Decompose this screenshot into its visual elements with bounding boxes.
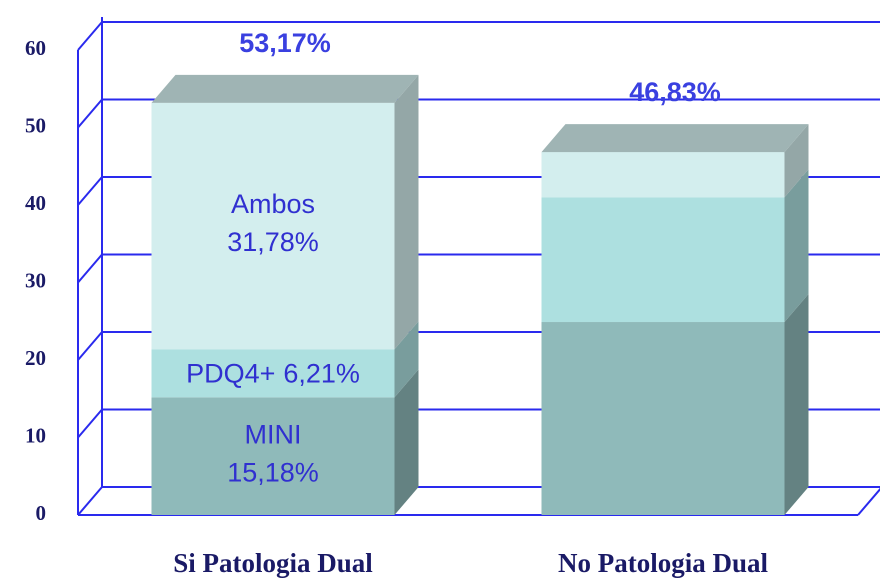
total-label: 46,83% <box>629 77 721 107</box>
bar-segment <box>541 322 785 515</box>
bar-segment <box>541 152 785 198</box>
bar-side <box>784 294 809 515</box>
y-tick-label: 10 <box>25 423 46 447</box>
x-tick-label: No Patologia Dual <box>558 548 769 578</box>
y-tick-label: 20 <box>25 346 46 370</box>
y-tick-label: 60 <box>25 36 46 60</box>
bar-segment <box>151 102 395 350</box>
value-label: 15,18% <box>227 457 319 487</box>
floor-edge <box>857 487 880 516</box>
y-tick-label: 50 <box>25 113 46 137</box>
value-label: 6,21% <box>283 358 360 388</box>
bar-side <box>394 74 419 350</box>
bar-side <box>784 124 809 198</box>
value-label: 31,78% <box>227 227 319 257</box>
bar-side <box>784 169 809 323</box>
y-tick-label: 0 <box>36 501 47 525</box>
bar-segment <box>151 397 395 515</box>
grid-line <box>77 21 103 51</box>
grid-line <box>77 486 103 516</box>
y-tick-label: 40 <box>25 191 46 215</box>
grid-line <box>77 253 103 284</box>
bar-segment <box>541 197 785 323</box>
bar-top <box>541 124 809 153</box>
series-name: PDQ4+ <box>186 358 275 388</box>
total-label: 53,17% <box>239 28 331 58</box>
bar-side <box>394 321 419 398</box>
y-tick-label: 30 <box>25 268 46 292</box>
segment-label: MINI <box>245 419 302 449</box>
segment-label: Ambos <box>231 189 315 219</box>
bar-side <box>394 369 419 515</box>
grid-line <box>77 408 103 439</box>
bar-segment <box>151 349 395 398</box>
segment-label: PDQ4+ 6,21% <box>186 358 360 388</box>
grid-line <box>77 331 103 361</box>
x-tick-label: Si Patologia Dual <box>173 548 373 578</box>
bar-top <box>151 74 419 103</box>
grid-line <box>77 98 103 129</box>
grid-line <box>77 176 103 206</box>
